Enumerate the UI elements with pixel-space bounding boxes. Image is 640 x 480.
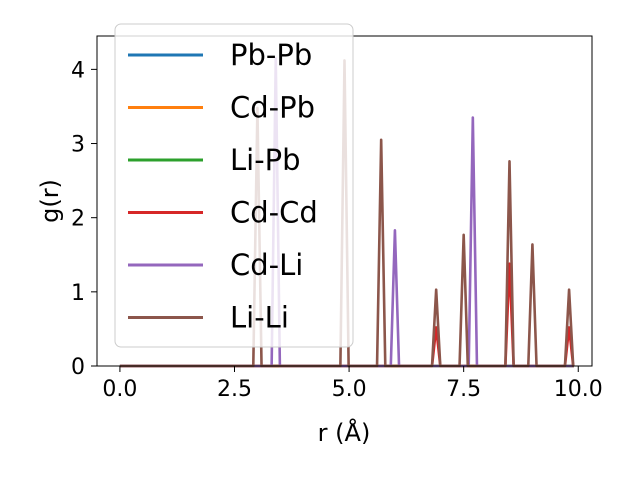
x-tick-label: 5.0 — [332, 377, 367, 402]
x-tick-label: 0.0 — [102, 377, 137, 402]
legend-box — [114, 23, 354, 348]
y-tick-label: 2 — [71, 207, 85, 232]
legend-label-cd-pb: Cd-Pb — [230, 91, 315, 125]
legend: Pb-Pb Cd-Pb Li-Pb Cd-Cd Cd-Li Li-Li — [114, 23, 354, 348]
y-tick-label: 4 — [71, 58, 85, 83]
x-tick-label: 7.5 — [446, 377, 481, 402]
legend-label-li-li: Li-Li — [230, 301, 289, 335]
x-tick-label: 10.0 — [554, 377, 603, 402]
ticks-layer: 0.0 2.5 5.0 7.5 10.0 0 1 2 3 4 — [71, 58, 603, 402]
y-tick-label: 0 — [71, 355, 85, 380]
legend-label-cd-cd: Cd-Cd — [230, 196, 318, 230]
legend-label-cd-li: Cd-Li — [230, 248, 303, 282]
legend-label-li-pb: Li-Pb — [230, 143, 301, 177]
series-line-cd-cd — [119, 262, 575, 368]
legend-label-pb-pb: Pb-Pb — [230, 38, 312, 72]
x-tick-label: 2.5 — [217, 377, 252, 402]
y-tick-label: 1 — [71, 281, 85, 306]
x-axis-label: r (Å) — [318, 418, 371, 447]
y-tick-label: 3 — [71, 133, 85, 158]
y-axis-label: g(r) — [36, 179, 64, 223]
